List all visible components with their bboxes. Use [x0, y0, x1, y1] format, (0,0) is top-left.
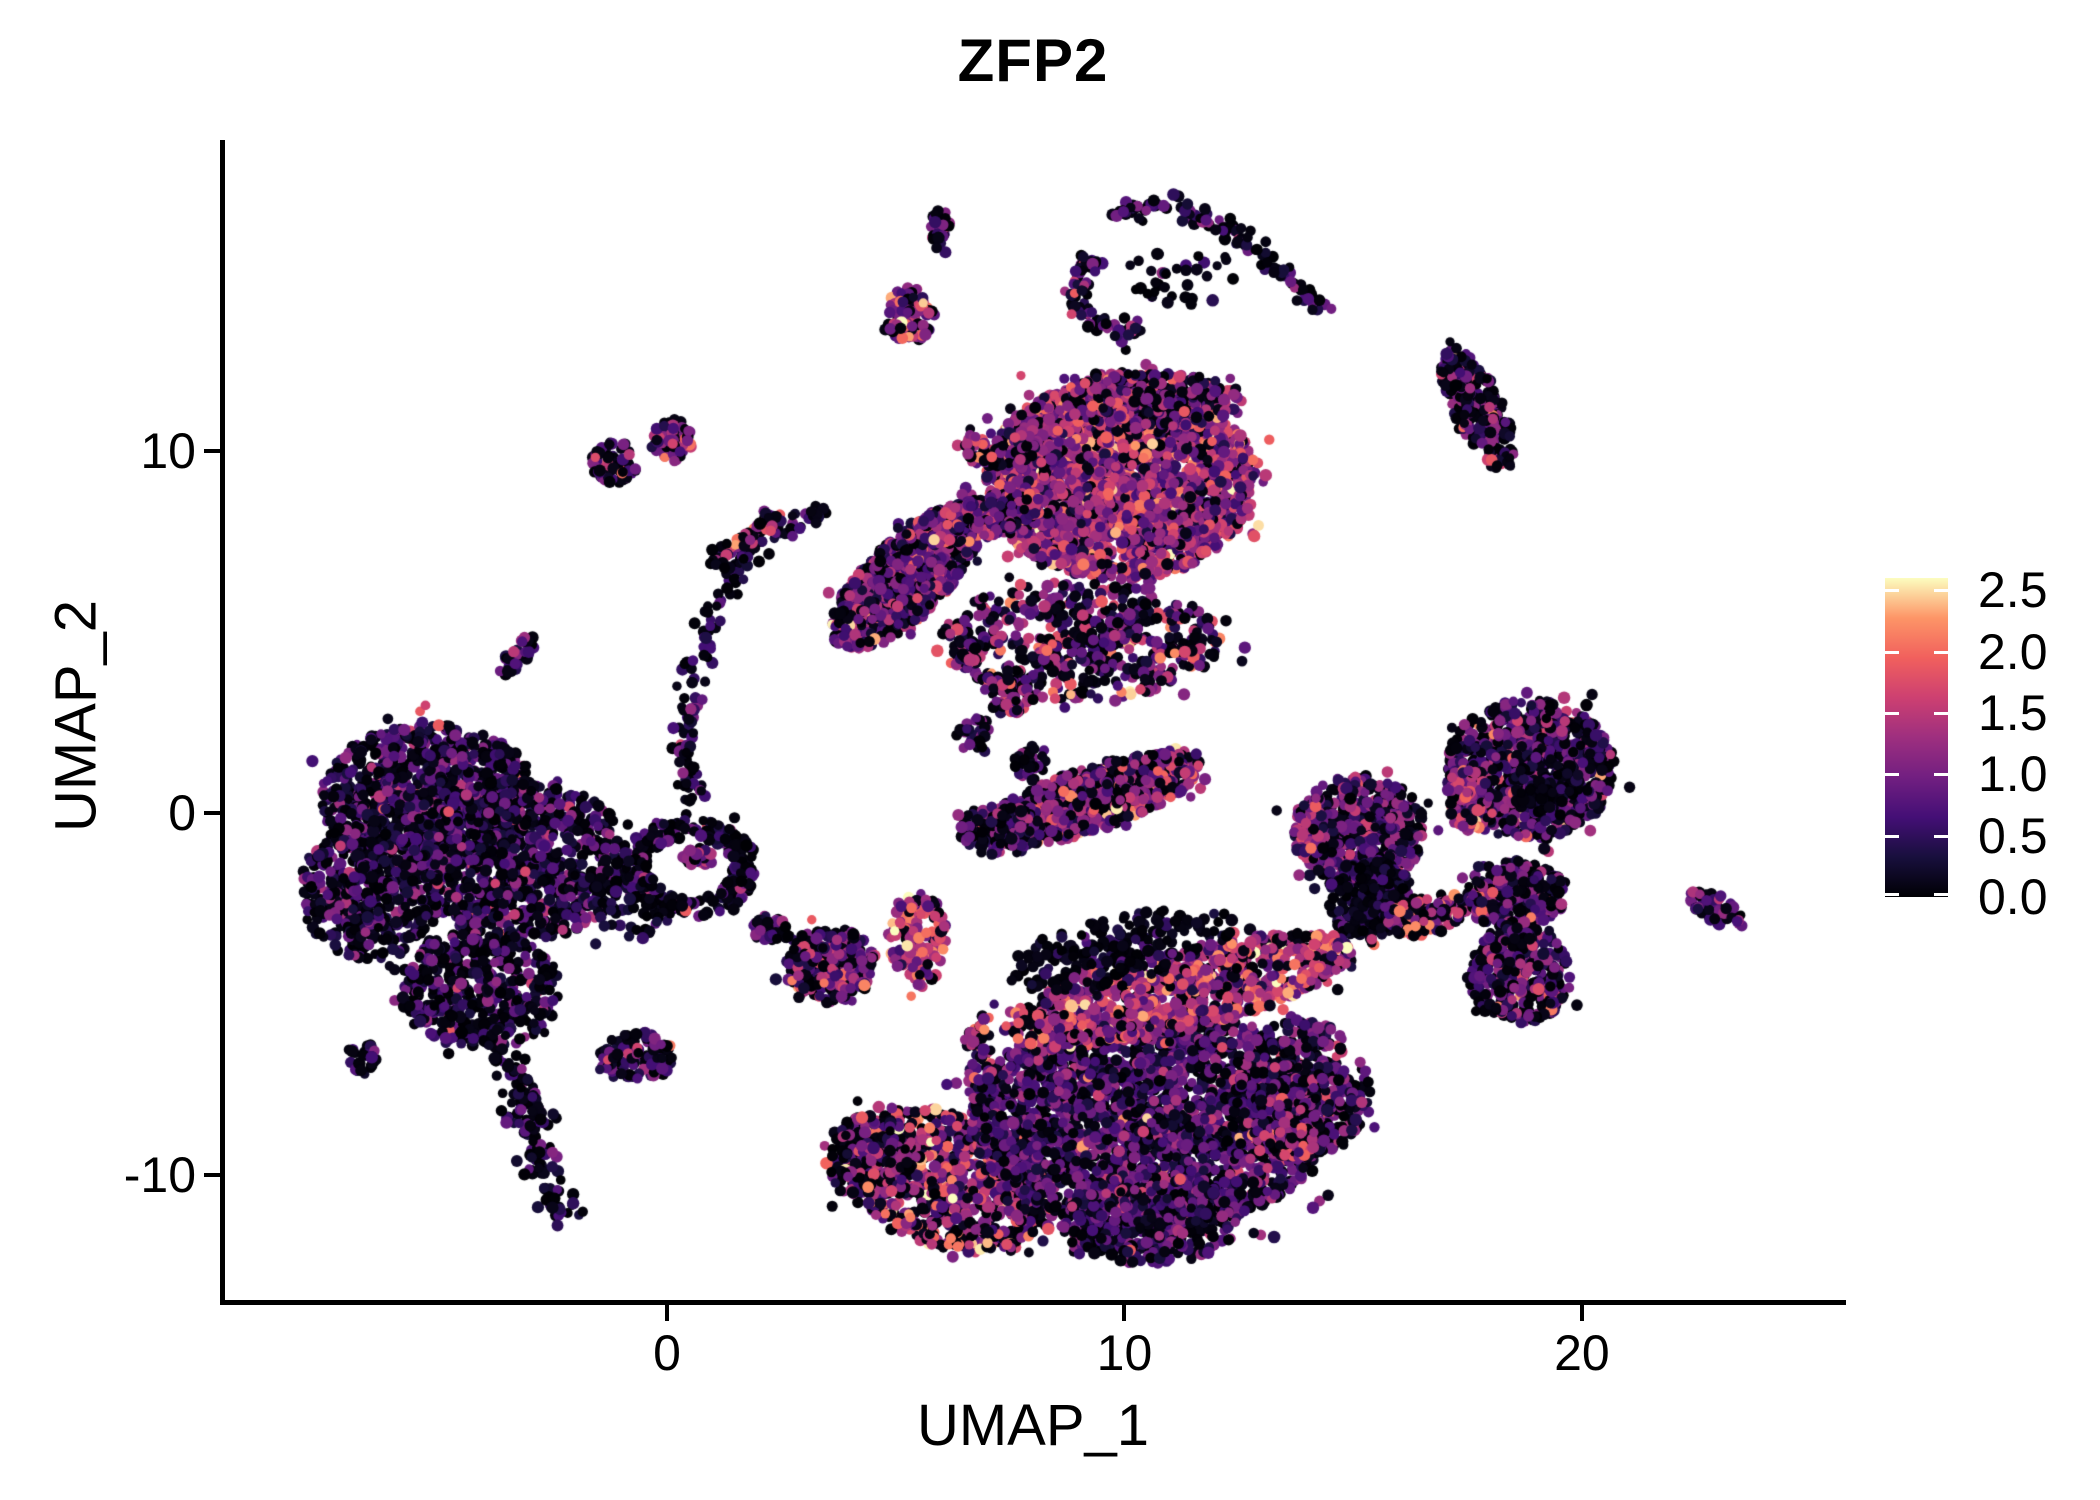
colorbar-label: 2.0: [1978, 623, 2048, 680]
x-tick-label: 20: [1554, 1325, 1610, 1381]
colorbar-label: 1.0: [1978, 746, 2048, 803]
colorbar-notch: [1885, 773, 1899, 777]
x-tick-label: 0: [653, 1325, 681, 1381]
x-axis-line: [220, 1300, 1846, 1305]
colorbar-gradient: [1885, 578, 1948, 897]
x-tick-mark: [1122, 1305, 1127, 1321]
colorbar-notch: [1934, 711, 1948, 715]
plot-title: ZFP2: [957, 27, 1109, 94]
colorbar-notch: [1885, 711, 1899, 715]
colorbar-notch: [1885, 650, 1899, 654]
colorbar-label: 0.0: [1978, 869, 2048, 925]
y-tick-label: 10: [140, 422, 196, 479]
y-tick-mark: [204, 810, 220, 815]
y-axis-title: UMAP_2: [43, 599, 109, 833]
y-tick-mark: [204, 1172, 220, 1177]
x-axis-title: UMAP_1: [916, 1393, 1150, 1458]
x-tick-label: 10: [1096, 1325, 1153, 1381]
colorbar-notch: [1934, 893, 1948, 896]
y-tick-mark: [204, 448, 220, 453]
colorbar-notch: [1934, 650, 1948, 654]
x-tick-mark: [1579, 1305, 1584, 1321]
colorbar-label: 0.5: [1978, 807, 2048, 864]
colorbar-notch: [1885, 589, 1899, 593]
y-tick-label: -10: [123, 1146, 196, 1203]
y-axis-line: [220, 140, 225, 1305]
colorbar-notch: [1885, 893, 1899, 896]
y-tick-label: 0: [168, 784, 196, 841]
colorbar-label: 1.5: [1978, 684, 2048, 741]
colorbar-notch: [1934, 589, 1948, 593]
x-tick-mark: [665, 1305, 670, 1321]
colorbar-notch: [1934, 773, 1948, 777]
colorbar-notch: [1934, 834, 1948, 838]
colorbar-label: 2.5: [1978, 562, 2048, 619]
colorbar-notch: [1885, 834, 1899, 838]
